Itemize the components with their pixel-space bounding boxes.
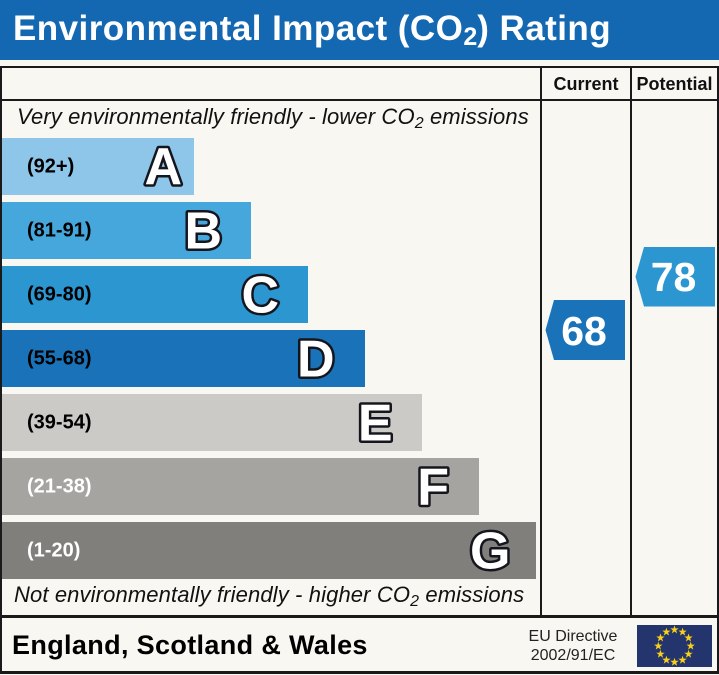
svg-text:68: 68: [561, 308, 607, 354]
svg-text:F: F: [417, 459, 449, 517]
svg-text:A: A: [144, 138, 182, 196]
svg-text:D: D: [297, 331, 335, 389]
svg-text:78: 78: [651, 254, 697, 300]
svg-text:G: G: [470, 523, 510, 581]
svg-text:C: C: [241, 267, 279, 325]
svg-text:E: E: [358, 395, 393, 453]
svg-text:B: B: [184, 203, 222, 261]
